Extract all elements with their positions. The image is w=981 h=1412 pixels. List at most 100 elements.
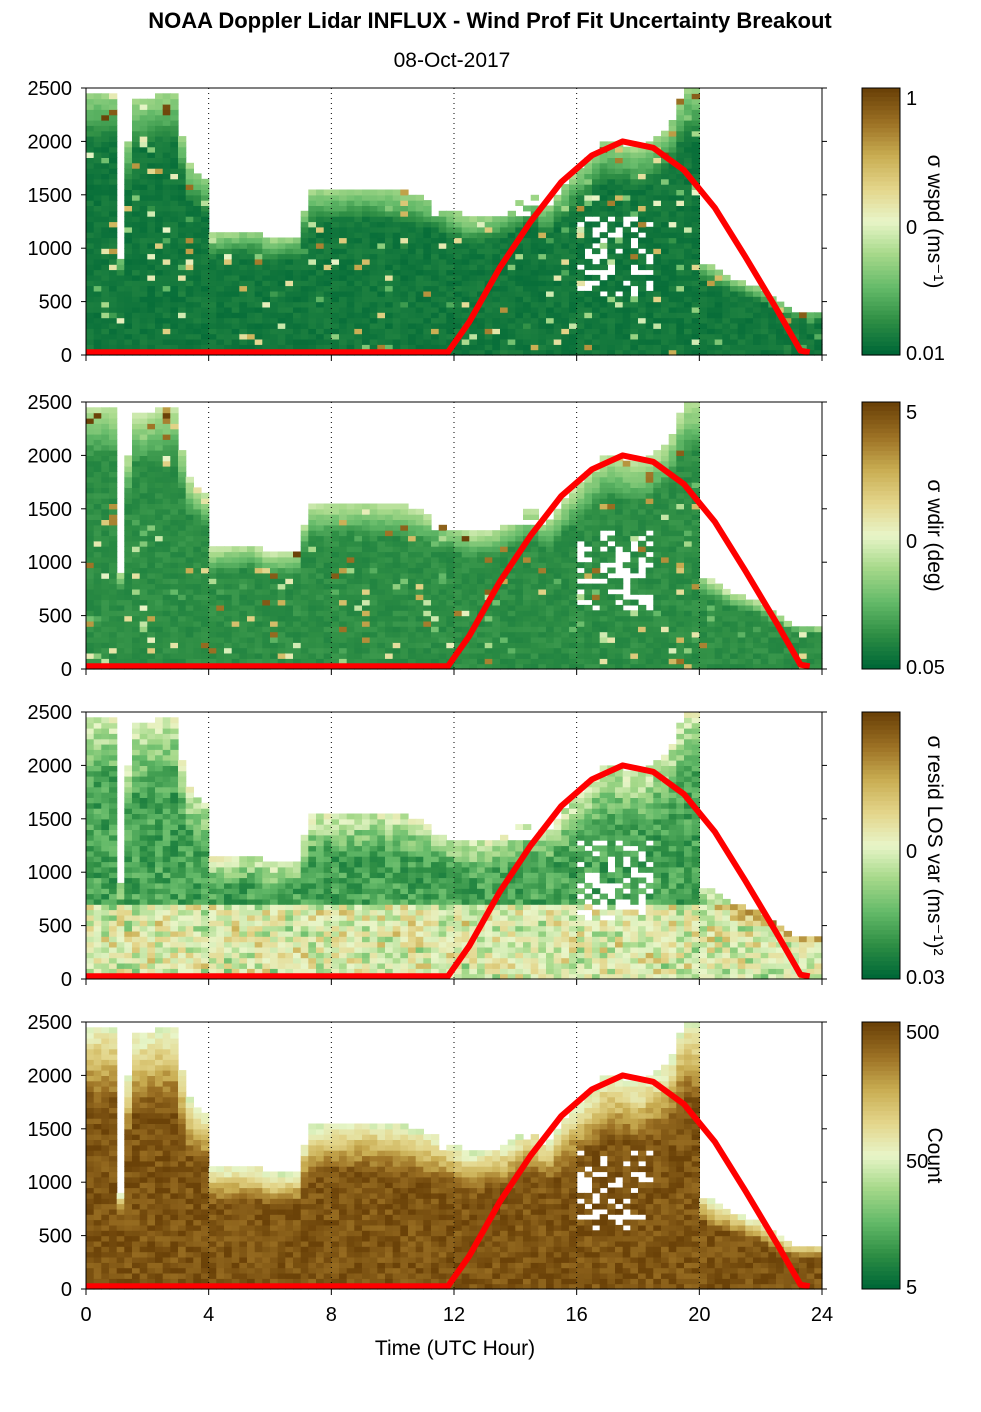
heatmap-cell [615, 152, 624, 158]
heatmap-cell [162, 423, 171, 430]
heatmap-cell [538, 604, 547, 611]
heatmap-cell [415, 524, 424, 531]
heatmap-cell [109, 487, 118, 494]
heatmap-cell [224, 583, 233, 590]
heatmap-cell [201, 503, 210, 510]
heatmap-cell [676, 221, 685, 228]
heatmap-cell [400, 626, 409, 633]
heatmap-cell [645, 157, 654, 164]
heatmap-cell [239, 301, 248, 308]
heatmap-cell [132, 524, 141, 531]
heatmap-cell [101, 508, 110, 515]
heatmap-cell [362, 503, 371, 510]
heatmap-cell [185, 242, 194, 249]
heatmap-cell [346, 205, 355, 212]
heatmap-cell [461, 339, 470, 345]
heatmap-cell [331, 556, 340, 563]
colorbar-step [862, 350, 900, 356]
heatmap-cell [178, 637, 187, 643]
heatmap-cell [492, 540, 501, 547]
heatmap-cell [170, 264, 179, 271]
heatmap-cell [331, 583, 340, 590]
heatmap-cell [155, 232, 164, 239]
heatmap-cell [408, 253, 417, 260]
heatmap-cell [201, 306, 210, 313]
heatmap-cell [139, 460, 148, 467]
heatmap-cell [523, 237, 532, 244]
heatmap-cell [599, 242, 608, 249]
heatmap-cell [538, 615, 547, 622]
heatmap-cell [584, 221, 593, 228]
heatmap-cell [339, 221, 348, 228]
heatmap-cell [599, 264, 608, 271]
heatmap-cell [622, 296, 631, 303]
heatmap-cell [400, 540, 409, 547]
heatmap-cell [86, 535, 95, 542]
heatmap-cell [147, 487, 156, 494]
heatmap-cell [676, 109, 685, 116]
heatmap-cell [661, 226, 670, 233]
heatmap-cell [546, 344, 555, 351]
heatmap-cell [247, 642, 256, 649]
heatmap-cell [553, 599, 562, 606]
heatmap-cell [546, 296, 555, 303]
heatmap-cell [691, 339, 700, 345]
heatmap-cell [569, 253, 578, 260]
heatmap-cell [86, 258, 95, 265]
heatmap-cell [247, 248, 256, 255]
heatmap-cell [139, 540, 148, 547]
heatmap-cell [277, 615, 286, 622]
heatmap-cell [216, 551, 225, 558]
heatmap-cell [523, 637, 532, 643]
heatmap-cell [185, 562, 194, 569]
colorbar-step [862, 243, 900, 249]
heatmap-cell [155, 184, 164, 190]
heatmap-cell [492, 221, 501, 228]
heatmap-cell [415, 232, 424, 239]
heatmap-cell [208, 578, 217, 585]
heatmap-cell [484, 323, 493, 329]
heatmap-cell [507, 626, 516, 633]
heatmap-cell [668, 221, 677, 228]
heatmap-cell [799, 333, 808, 340]
heatmap-cell [538, 274, 547, 281]
heatmap-cell [208, 285, 217, 292]
heatmap-cell [147, 274, 156, 281]
heatmap-cell [684, 274, 693, 281]
heatmap-cell [446, 642, 455, 649]
heatmap-cell [392, 312, 401, 319]
heatmap-cell [162, 418, 171, 424]
heatmap-cell [147, 242, 156, 249]
heatmap-cell [377, 637, 386, 643]
heatmap-cell [300, 647, 309, 654]
heatmap-cell [101, 434, 110, 440]
heatmap-cell [714, 301, 723, 308]
heatmap-cell [147, 189, 156, 196]
colorbar-step [862, 123, 900, 129]
heatmap-cell [561, 184, 570, 190]
heatmap-cell [254, 572, 263, 579]
heatmap-cell [369, 594, 378, 601]
heatmap-cell [101, 423, 110, 430]
heatmap-cell [116, 296, 125, 303]
heatmap-cell [346, 540, 355, 547]
heatmap-cell [484, 567, 493, 574]
heatmap-cell [385, 610, 394, 617]
heatmap-cell [277, 637, 286, 643]
heatmap-cell [124, 498, 133, 504]
heatmap-cell [691, 210, 700, 217]
heatmap-cell [231, 610, 240, 617]
heatmap-cell [155, 344, 164, 351]
heatmap-cell [400, 317, 409, 324]
heatmap-cell [707, 344, 716, 351]
heatmap-cell [86, 460, 95, 467]
heatmap-cell [484, 647, 493, 654]
heatmap-cell [285, 610, 294, 617]
heatmap-cell [231, 339, 240, 345]
heatmap-cell [500, 594, 509, 601]
heatmap-cell [308, 556, 317, 563]
heatmap-cell [155, 407, 164, 414]
heatmap-cell [515, 258, 524, 265]
heatmap-cell [691, 104, 700, 110]
heatmap-cell [607, 301, 616, 308]
